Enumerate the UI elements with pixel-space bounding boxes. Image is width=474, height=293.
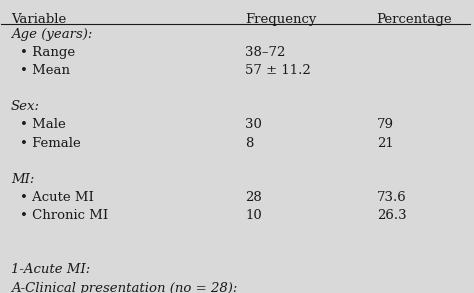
Text: • Female: • Female [20,137,81,149]
Text: Percentage: Percentage [377,13,452,26]
Text: Variable: Variable [11,13,66,26]
Text: 28: 28 [246,191,262,204]
Text: • Range: • Range [20,46,75,59]
Text: 21: 21 [377,137,393,149]
Text: 30: 30 [246,118,262,132]
Text: 10: 10 [246,209,262,222]
Text: • Chronic MI: • Chronic MI [20,209,109,222]
Text: 57 ± 11.2: 57 ± 11.2 [246,64,311,77]
Text: • Mean: • Mean [20,64,70,77]
Text: 73.6: 73.6 [377,191,406,204]
Text: 8: 8 [246,137,254,149]
Text: 79: 79 [377,118,393,132]
Text: 38–72: 38–72 [246,46,286,59]
Text: Age (years):: Age (years): [11,28,92,41]
Text: 1-Acute MI:: 1-Acute MI: [11,263,90,276]
Text: Frequency: Frequency [246,13,317,26]
Text: • Male: • Male [20,118,66,132]
Text: A-Clinical presentation (no = 28):: A-Clinical presentation (no = 28): [11,282,237,293]
Text: Sex:: Sex: [11,100,40,113]
Text: MI:: MI: [11,173,34,186]
Text: • Acute MI: • Acute MI [20,191,94,204]
Text: 26.3: 26.3 [377,209,406,222]
